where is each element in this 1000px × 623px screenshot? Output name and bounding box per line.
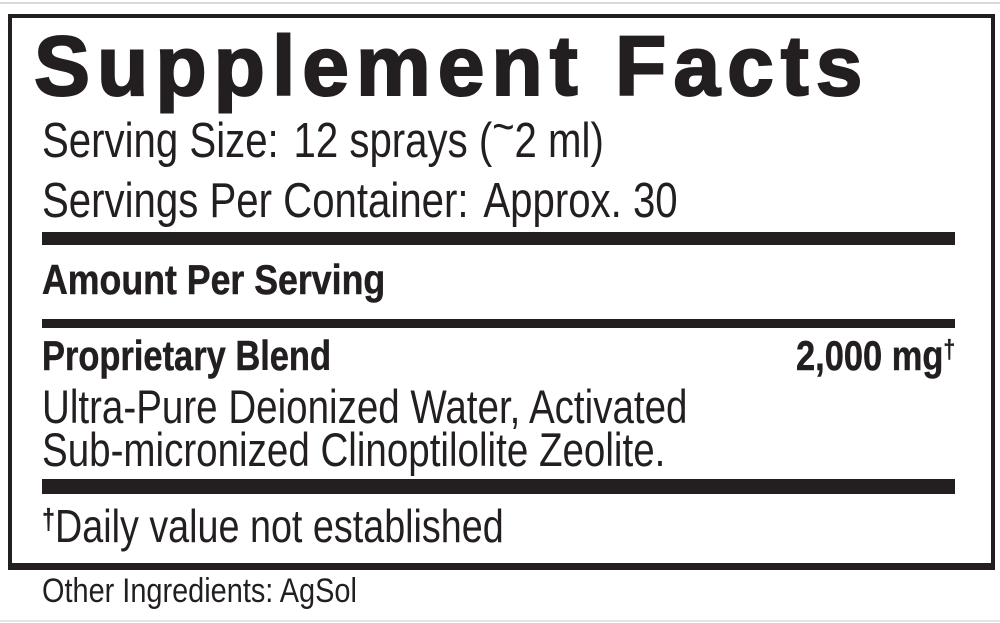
proprietary-blend-row: Proprietary Blend 2,000 mg† [42, 332, 955, 379]
proprietary-blend-name: Proprietary Blend [42, 332, 331, 379]
blend-amount-value: 2,000 mg [795, 332, 944, 379]
serving-size-value-post: 2 ml) [514, 114, 604, 168]
approx-tilde-symbol: ~ [492, 99, 515, 152]
page-edge-line-top [0, 2, 1000, 4]
other-ingredients-label: Other Ingredients: [42, 572, 274, 610]
servings-per-container-value: Approx. 30 [483, 174, 678, 228]
divider-thick-bottom [42, 479, 955, 494]
footnote-dagger-symbol: † [42, 504, 56, 537]
page-edge-line-bottom [0, 620, 1000, 622]
dagger-symbol: † [943, 334, 955, 365]
amount-per-serving-header: Amount Per Serving [42, 256, 386, 303]
blend-ingredients-line-2: Sub-micronized Clinoptilolite Zeolite. [42, 423, 666, 476]
other-ingredients-row: Other Ingredients: AgSol [42, 572, 357, 610]
panel-title: Supplement Facts [33, 19, 870, 113]
divider-thick-top [42, 232, 955, 245]
blend-ingredients-line-1: Ultra-Pure Deionized Water, Activated [42, 380, 688, 433]
divider-medium [42, 319, 955, 328]
serving-size-label: Serving Size: [42, 114, 279, 168]
other-ingredients-value: AgSol [279, 572, 357, 610]
servings-per-container-label: Servings Per Container: [42, 174, 469, 228]
proprietary-blend-amount: 2,000 mg† [795, 332, 955, 379]
supplement-facts-panel: Supplement Facts Serving Size: 12 sprays … [8, 14, 995, 570]
footnote-row: †Daily value not established [42, 502, 504, 550]
serving-size-value-pre: 12 sprays ( [293, 114, 493, 168]
serving-size-row: Serving Size: 12 sprays (~2 ml) [42, 101, 604, 168]
servings-per-container-row: Servings Per Container: Approx. 30 [42, 174, 678, 228]
footnote-text: Daily value not established [55, 500, 504, 552]
